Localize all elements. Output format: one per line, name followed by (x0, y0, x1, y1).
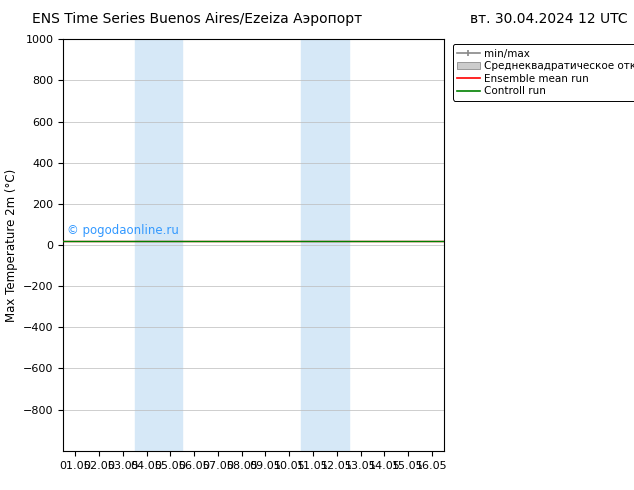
Bar (135, 39, 183, 451)
Y-axis label: Max Temperature 2m (°C): Max Temperature 2m (°C) (4, 169, 18, 321)
Text: © pogodaonline.ru: © pogodaonline.ru (67, 224, 179, 237)
Text: вт. 30.04.2024 12 UTC: вт. 30.04.2024 12 UTC (470, 12, 628, 26)
Legend: min/max, Среднеквадратическое отклонение, Ensemble mean run, Controll run: min/max, Среднеквадратическое отклонение… (453, 45, 634, 100)
Bar (301, 39, 349, 451)
Text: ENS Time Series Buenos Aires/Ezeiza Аэропорт: ENS Time Series Buenos Aires/Ezeiza Аэро… (32, 12, 362, 26)
